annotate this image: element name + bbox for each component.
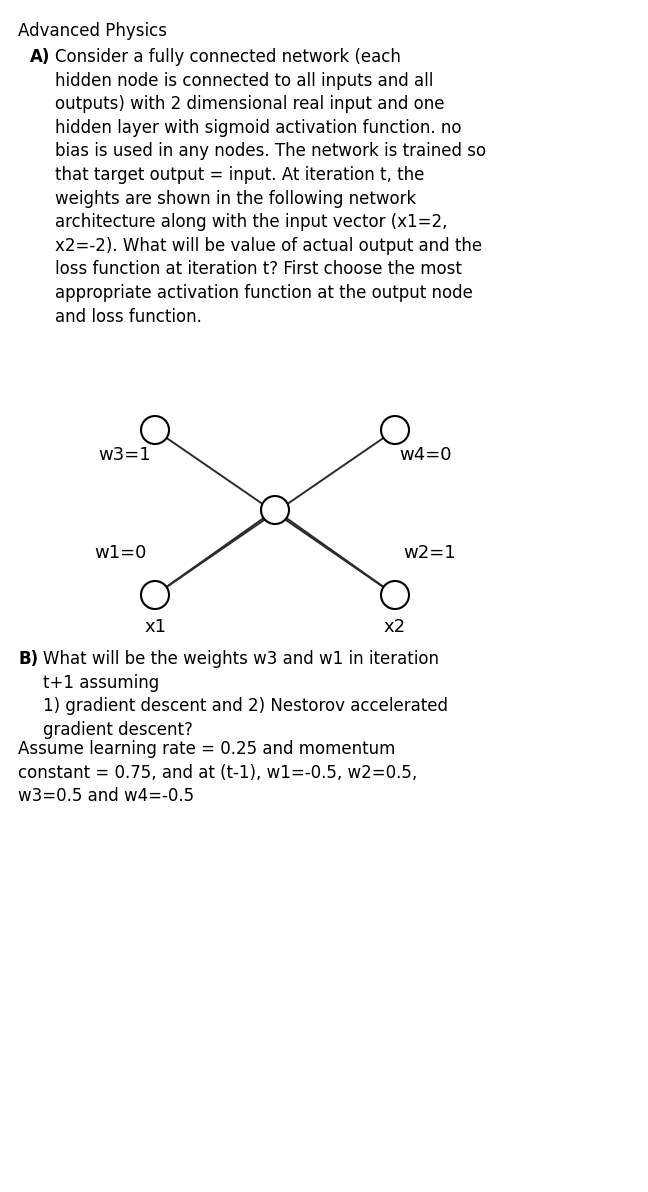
Circle shape <box>261 496 289 524</box>
Text: x2: x2 <box>384 617 406 637</box>
Circle shape <box>381 416 409 443</box>
Text: Consider a fully connected network (each
hidden node is connected to all inputs : Consider a fully connected network (each… <box>55 48 486 325</box>
Text: Assume learning rate = 0.25 and momentum
constant = 0.75, and at (t-1), w1=-0.5,: Assume learning rate = 0.25 and momentum… <box>18 740 417 806</box>
Text: B): B) <box>18 650 38 668</box>
Text: w4=0: w4=0 <box>399 446 451 464</box>
Text: x1: x1 <box>144 617 166 637</box>
Text: w3=1: w3=1 <box>98 446 152 464</box>
Text: w1=0: w1=0 <box>94 544 146 561</box>
Text: Advanced Physics: Advanced Physics <box>18 21 167 41</box>
Text: What will be the weights w3 and w1 in iteration
t+1 assuming
1) gradient descent: What will be the weights w3 and w1 in it… <box>43 650 448 739</box>
Text: A): A) <box>30 48 51 66</box>
Text: w2=1: w2=1 <box>404 544 456 561</box>
Circle shape <box>141 416 169 443</box>
Circle shape <box>381 581 409 609</box>
Circle shape <box>141 581 169 609</box>
